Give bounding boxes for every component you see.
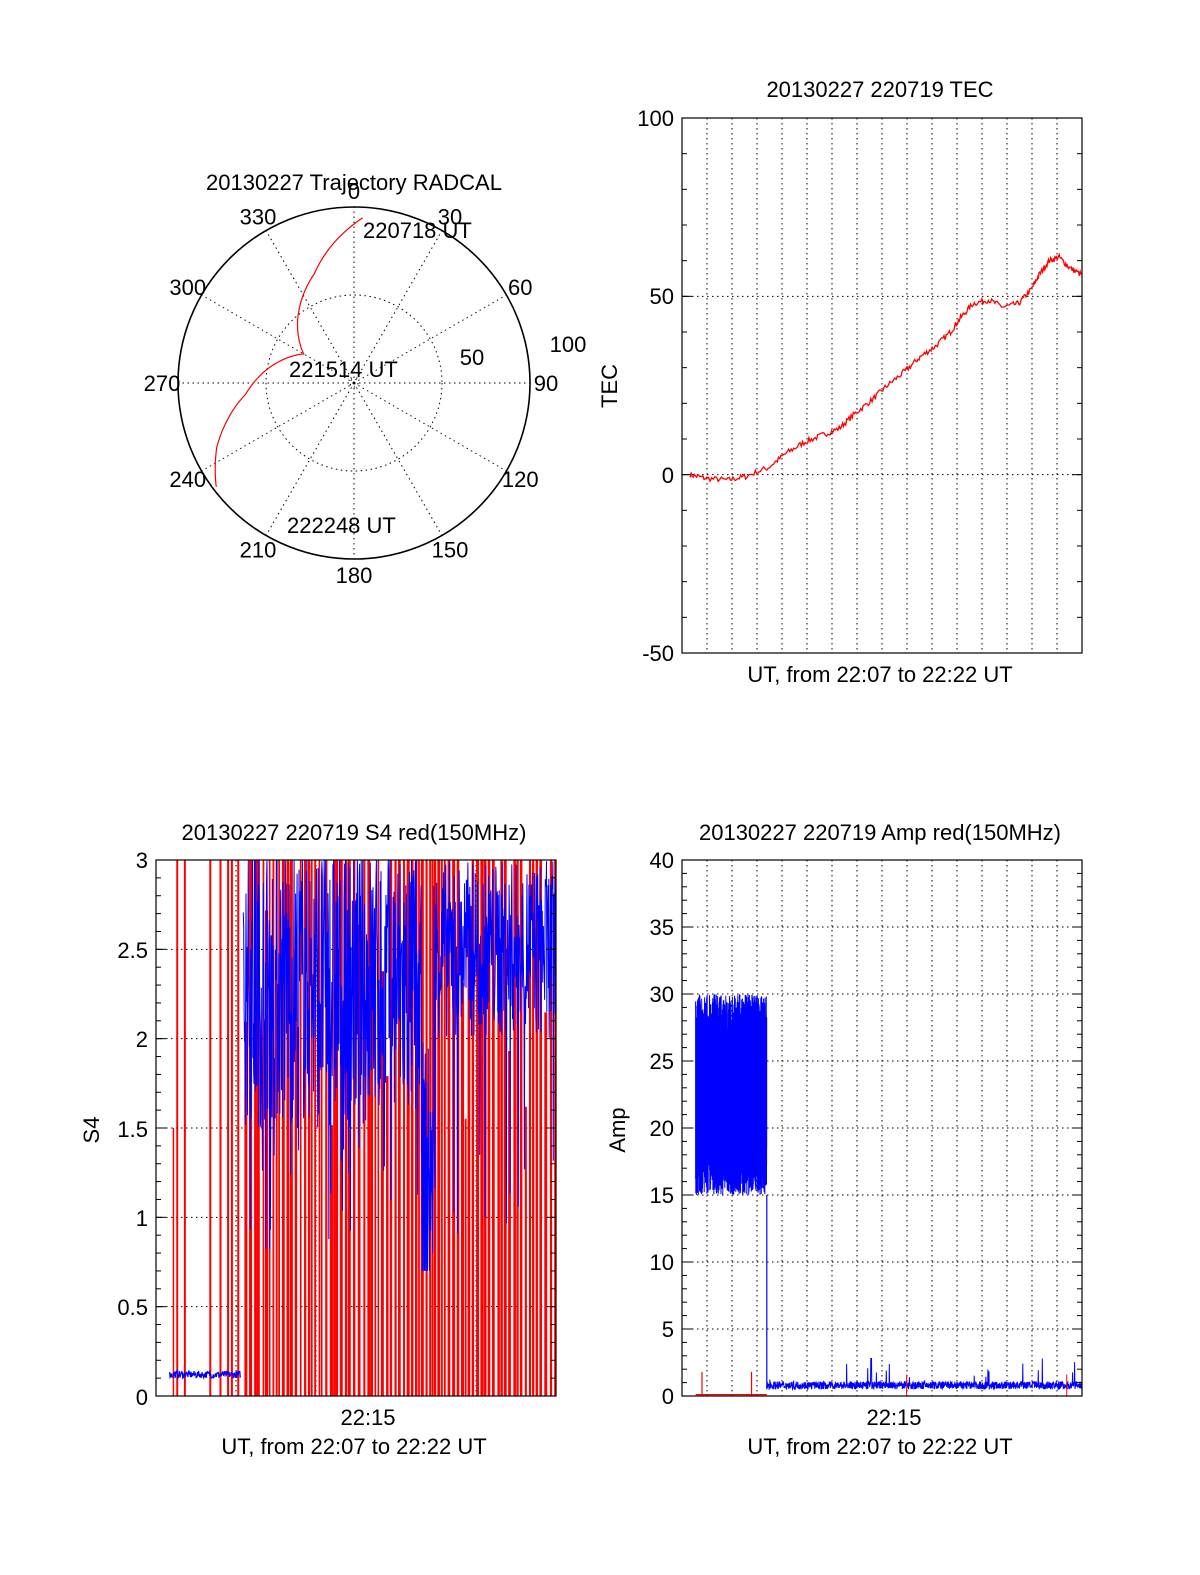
s4-ytick-1.5: 1.5 xyxy=(117,1117,148,1142)
polar-azimuth-label-300: 300 xyxy=(169,275,206,300)
amp-grid xyxy=(682,860,1082,1396)
tec-ytick-50: 50 xyxy=(650,284,674,309)
polar-radial-label-100: 100 xyxy=(550,332,587,357)
s4-blue-series xyxy=(169,859,557,1380)
amp-ytick-40: 40 xyxy=(650,848,674,873)
s4-plot: 20130227 220719 S4 red(150MHz) 3 2.5 2 1… xyxy=(79,820,557,1459)
tec-xlabel: UT, from 22:07 to 22:22 UT xyxy=(747,662,1012,687)
polar-azimuth-label-150: 150 xyxy=(432,537,469,562)
amp-blue-high-segment xyxy=(695,994,768,1195)
tec-grid xyxy=(682,118,1082,653)
tec-series-line xyxy=(689,252,1082,483)
polar-azimuth-labels: 0 30 60 90 120 150 180 210 240 270 300 330 xyxy=(144,179,559,588)
amp-xtick-2215: 22:15 xyxy=(866,1405,921,1430)
amp-xlabel: UT, from 22:07 to 22:22 UT xyxy=(747,1434,1012,1459)
s4-ytick-1: 1 xyxy=(136,1206,148,1231)
polar-ring-50 xyxy=(265,294,443,472)
s4-ylabel: S4 xyxy=(79,1117,104,1144)
tec-title: 20130227 220719 TEC xyxy=(766,77,993,102)
s4-ytick-2: 2 xyxy=(136,1027,148,1052)
amp-ytick-0: 0 xyxy=(662,1384,674,1409)
amp-ylabel: Amp xyxy=(605,1107,630,1152)
s4-ytick-0.5: 0.5 xyxy=(117,1295,148,1320)
s4-blue-low-segment xyxy=(169,1368,241,1380)
tec-ylabel: TEC xyxy=(597,364,622,408)
s4-title: 20130227 220719 S4 red(150MHz) xyxy=(182,820,527,845)
polar-title: 20130227 Trajectory RADCAL xyxy=(206,170,502,195)
s4-ytick-0: 0 xyxy=(136,1385,148,1410)
tec-plot: 20130227 220719 TEC 100 50 0 -50 TEC UT,… xyxy=(597,77,1083,687)
polar-azimuth-label-30: 30 xyxy=(438,205,462,230)
polar-azimuth-label-270: 270 xyxy=(144,371,181,396)
amp-ytick-5: 5 xyxy=(662,1317,674,1342)
s4-xlabel: UT, from 22:07 to 22:22 UT xyxy=(221,1434,486,1459)
amp-ytick-10: 10 xyxy=(650,1250,674,1275)
polar-trajectory-line xyxy=(214,217,364,487)
amp-red-series xyxy=(695,1371,1068,1396)
polar-azimuth-label-90: 90 xyxy=(534,371,558,396)
amp-ytick-30: 30 xyxy=(650,982,674,1007)
polar-azimuth-label-210: 210 xyxy=(240,537,277,562)
polar-azimuth-label-180: 180 xyxy=(336,563,373,588)
polar-azimuth-label-120: 120 xyxy=(502,467,539,492)
polar-radial-label-50: 50 xyxy=(460,345,484,370)
tec-ytick-0: 0 xyxy=(662,463,674,488)
tec-ytick-neg50: -50 xyxy=(642,641,674,666)
amp-ticks xyxy=(682,859,1082,1397)
amp-ytick-20: 20 xyxy=(650,1116,674,1141)
amp-ytick-25: 25 xyxy=(650,1049,674,1074)
tec-ytick-100: 100 xyxy=(637,106,674,131)
s4-ytick-2.5: 2.5 xyxy=(117,938,148,963)
polar-azimuth-label-240: 240 xyxy=(169,467,206,492)
polar-time-mid: 221514 UT xyxy=(289,357,398,382)
amp-blue-low-segment xyxy=(766,1358,1083,1392)
polar-time-start: 220718 UT xyxy=(363,218,472,243)
s4-ytick-3: 3 xyxy=(136,848,148,873)
amp-title: 20130227 220719 Amp red(150MHz) xyxy=(699,820,1061,845)
polar-spokes xyxy=(178,207,530,559)
s4-xtick-2215: 22:15 xyxy=(340,1405,395,1430)
amp-ytick-35: 35 xyxy=(650,915,674,940)
tec-ticks xyxy=(682,117,1082,654)
tec-frame xyxy=(681,117,1083,654)
amp-ytick-15: 15 xyxy=(650,1183,674,1208)
s4-blue-high-segment xyxy=(242,859,557,1271)
polar-azimuth-label-330: 330 xyxy=(240,205,277,230)
polar-center xyxy=(349,378,359,388)
amp-plot: 20130227 220719 Amp red(150MHz) 40 35 30… xyxy=(605,820,1083,1459)
polar-trajectory-plot: 20130227 Trajectory RADCAL 0 30 60 90 120 150… xyxy=(144,170,587,588)
polar-azimuth-label-60: 60 xyxy=(508,275,532,300)
amp-blue-series xyxy=(695,994,1083,1392)
polar-time-end: 222248 UT xyxy=(287,513,396,538)
polar-azimuth-label-0: 0 xyxy=(348,179,360,204)
s4-ticks xyxy=(156,859,556,1397)
